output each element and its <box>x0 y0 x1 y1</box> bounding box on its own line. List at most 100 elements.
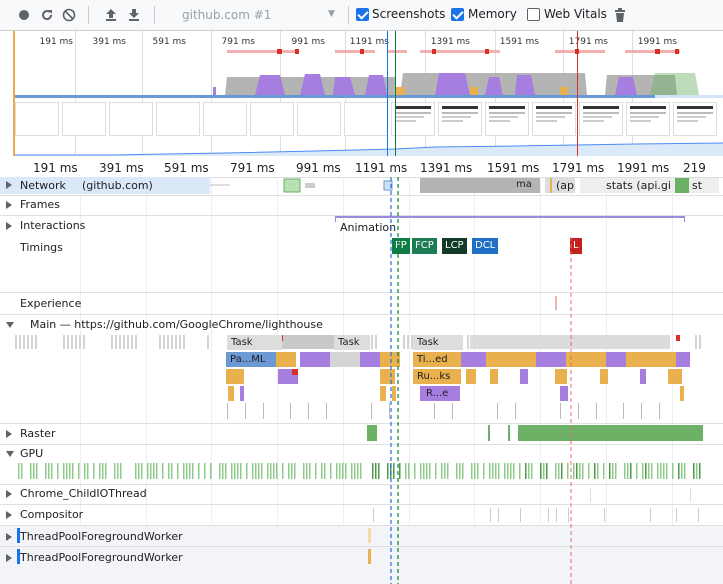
toolbar: github.com #1 ▼ Screenshots Memory Web V… <box>0 0 723 31</box>
overview-tick: 1391 ms <box>430 37 470 47</box>
recording-select-value: github.com #1 <box>182 8 272 22</box>
expand-triangle-icon[interactable] <box>6 490 12 498</box>
run-tasks-block[interactable]: Ru...ks <box>413 369 461 384</box>
timer-fired-block[interactable]: Ti...ed <box>413 352 461 367</box>
ruler-tick: 791 ms <box>230 161 275 175</box>
compositor-track-label[interactable]: Compositor <box>20 508 84 521</box>
expand-triangle-icon[interactable] <box>6 222 12 230</box>
parse-html-block[interactable]: Pa...ML <box>226 352 276 367</box>
worker-task[interactable] <box>368 528 371 543</box>
raster-track-label[interactable]: Raster <box>20 427 56 440</box>
animation-bar[interactable] <box>335 216 685 218</box>
load-profile-button[interactable] <box>101 5 121 25</box>
chevron-down-icon: ▼ <box>328 9 335 19</box>
recording-select[interactable]: github.com #1 ▼ <box>170 0 345 30</box>
gpu-track-label[interactable]: GPU <box>20 447 44 460</box>
compositor-activity[interactable] <box>0 506 723 524</box>
screenshot-thumbnail[interactable] <box>532 102 576 136</box>
threadpool-worker-label[interactable]: ThreadPoolForegroundWorker <box>20 551 183 564</box>
frames-track-label[interactable]: Frames <box>20 198 61 211</box>
screenshot-thumbnail[interactable] <box>203 102 247 136</box>
network-requests <box>210 178 719 193</box>
overview-cpu-chart <box>213 73 699 95</box>
main-thread-flame-chart[interactable] <box>0 333 723 423</box>
ruler-tick: 219 <box>683 161 706 175</box>
expand-triangle-icon[interactable] <box>6 554 12 562</box>
network-track-header[interactable] <box>0 177 210 194</box>
task-block[interactable]: Task <box>413 335 463 350</box>
memory-label: Memory <box>468 7 517 21</box>
expand-triangle-icon[interactable] <box>6 201 12 209</box>
screenshot-thumbnail[interactable] <box>62 102 106 136</box>
overview-fcp-line <box>395 31 396 156</box>
expand-triangle-icon[interactable] <box>6 181 12 189</box>
fp-marker[interactable]: FP <box>392 238 410 254</box>
record-button[interactable] <box>14 5 34 25</box>
screenshot-thumbnail[interactable] <box>673 102 717 136</box>
task-block[interactable]: Task <box>227 335 282 350</box>
timeline-overview[interactable]: 191 ms 391 ms 591 ms 791 ms 991 ms 1191 … <box>15 31 723 156</box>
dcl-marker[interactable]: DCL <box>472 238 499 254</box>
overview-left-handle[interactable] <box>13 31 15 156</box>
worker-task[interactable] <box>368 549 371 564</box>
screenshot-thumbnail[interactable] <box>250 102 294 136</box>
screenshot-thumbnail[interactable] <box>626 102 670 136</box>
screenshot-thumbnail[interactable] <box>579 102 623 136</box>
screenshot-thumbnail[interactable] <box>344 102 388 136</box>
collapse-triangle-icon[interactable] <box>6 451 14 457</box>
reload-button[interactable] <box>37 5 57 25</box>
ruler-tick: 991 ms <box>296 161 341 175</box>
raster-block[interactable] <box>367 425 377 441</box>
overview-tick: 1791 ms <box>568 37 608 47</box>
child-io-activity[interactable] <box>0 486 723 504</box>
network-track-label: Network <box>20 179 66 192</box>
main-thread-label[interactable]: Main — https://github.com/GoogleChrome/l… <box>30 318 323 331</box>
task-block[interactable]: Task <box>334 335 370 350</box>
screenshot-thumbnail[interactable] <box>297 102 341 136</box>
lcp-marker[interactable]: LCP <box>442 238 467 254</box>
screenshot-thumbnail[interactable] <box>391 102 435 136</box>
threadpool-worker-label[interactable]: ThreadPoolForegroundWorker <box>20 530 183 543</box>
load-marker[interactable]: L <box>570 238 582 254</box>
recalc-style-block[interactable]: R...e <box>420 386 460 401</box>
interactions-track-label[interactable]: Interactions <box>20 219 86 232</box>
screenshot-thumbnail[interactable] <box>156 102 200 136</box>
clear-icon <box>62 8 76 22</box>
overview-tick: 1591 ms <box>499 37 539 47</box>
screenshot-thumbnail[interactable] <box>109 102 153 136</box>
memory-checkbox[interactable] <box>451 8 464 21</box>
fcp-marker[interactable]: FCP <box>412 238 437 254</box>
raster-block[interactable] <box>518 425 703 441</box>
child-io-thread-label[interactable]: Chrome_ChildIOThread <box>20 487 147 500</box>
upload-icon <box>106 9 116 21</box>
network-request-label: ma <box>516 179 532 190</box>
gpu-activity[interactable] <box>0 462 723 480</box>
network-host-label: (github.com) <box>82 179 153 192</box>
overview-tick: 191 ms <box>39 37 74 47</box>
ruler-tick: 1791 ms <box>552 161 605 175</box>
timings-track-label: Timings <box>20 241 63 254</box>
save-profile-button[interactable] <box>124 5 144 25</box>
trash-icon <box>615 8 625 22</box>
network-request-label: (ap <box>556 179 575 192</box>
web-vitals-checkbox[interactable] <box>527 8 540 21</box>
expand-triangle-icon[interactable] <box>6 430 12 438</box>
network-request-label: stats (api.gi <box>606 179 671 192</box>
overview-tick: 1191 ms <box>349 37 389 47</box>
screenshot-thumbnail[interactable] <box>438 102 482 136</box>
screenshot-thumbnail[interactable] <box>15 102 59 136</box>
layout-shift-mark[interactable] <box>555 296 557 310</box>
ruler-tick: 591 ms <box>164 161 209 175</box>
clear-button[interactable] <box>59 5 79 25</box>
collapse-triangle-icon[interactable] <box>6 322 14 328</box>
collect-garbage-button[interactable] <box>610 5 630 25</box>
screenshots-checkbox[interactable] <box>356 8 369 21</box>
overview-memory-chart <box>15 142 723 156</box>
overview-tick: 991 ms <box>291 37 326 47</box>
ruler-tick: 191 ms <box>33 161 78 175</box>
expand-triangle-icon[interactable] <box>6 533 12 541</box>
overview-filmstrip[interactable] <box>15 102 723 138</box>
ruler-tick: 391 ms <box>99 161 144 175</box>
expand-triangle-icon[interactable] <box>6 511 12 519</box>
screenshot-thumbnail[interactable] <box>485 102 529 136</box>
